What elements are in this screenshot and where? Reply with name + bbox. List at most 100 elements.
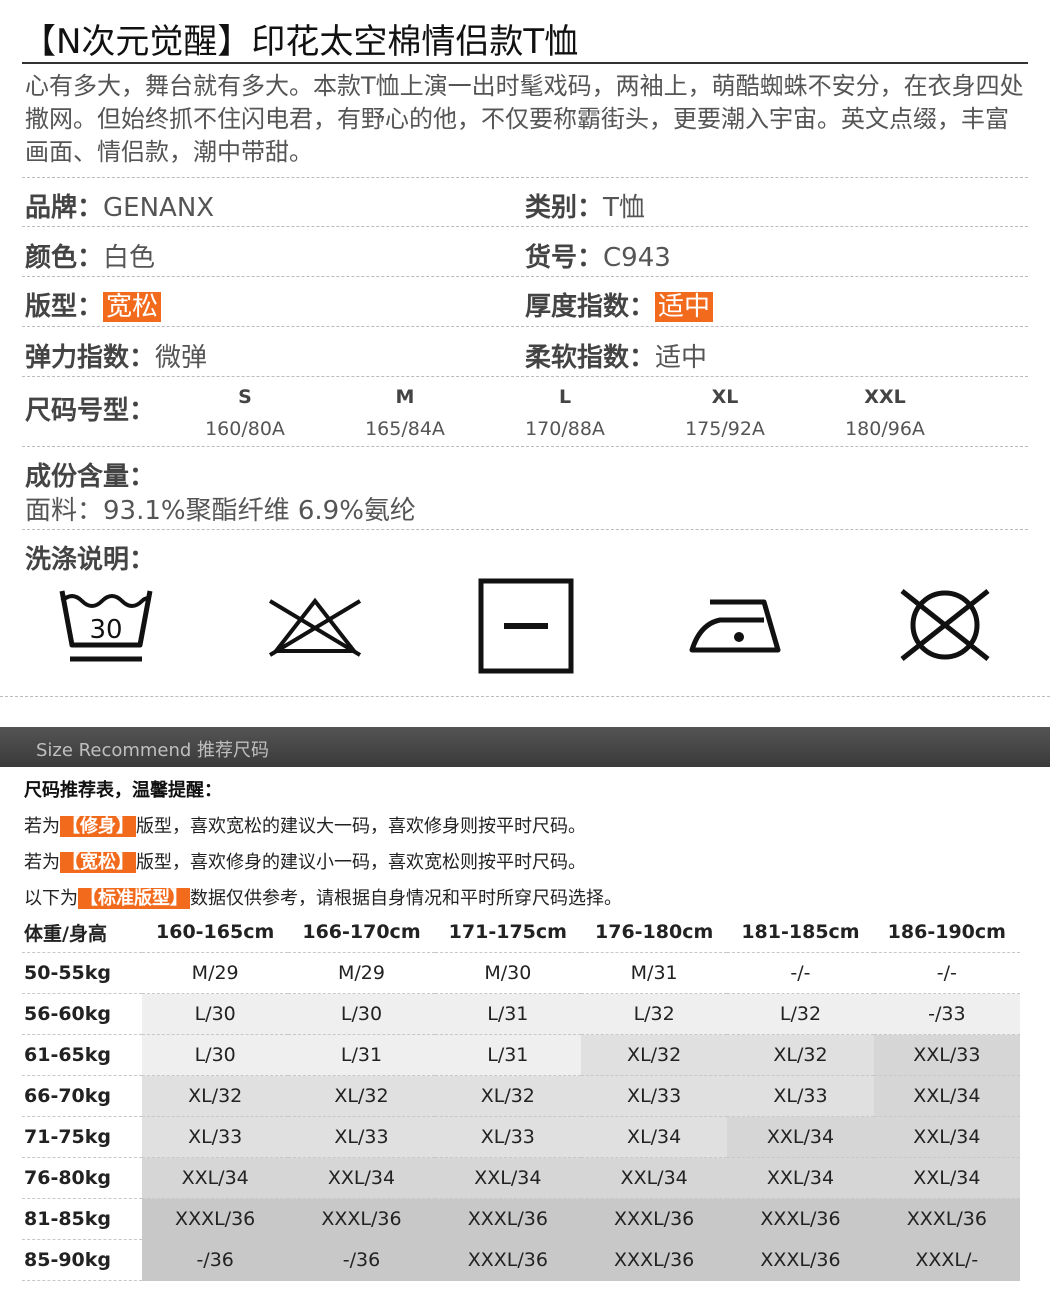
washing-label: 洗涤说明： — [25, 545, 156, 575]
size-cell: XXL/34 — [142, 1157, 289, 1199]
size-cell: XXXL/36 — [727, 1239, 874, 1281]
size-column-m: M 165/84A — [335, 386, 475, 440]
table-row: 66-70kg XL/32 XL/32 XL/32 XL/33 XL/33 XXL/34 — [22, 1075, 1020, 1117]
size-cell: XL/34 — [580, 1116, 728, 1158]
fit-value-highlight: 宽松 — [103, 292, 162, 322]
size-cell: XXL/34 — [288, 1157, 435, 1199]
size-cell: L/32 — [727, 993, 874, 1035]
size-cell: -/36 — [142, 1239, 289, 1281]
note-text: 版型，喜欢宽松的建议大一码，喜欢修身则按平时尺码。 — [136, 816, 586, 837]
weight-header: 85-90kg — [24, 1249, 112, 1271]
recommend-note-loose: 若为 【宽松】 版型，喜欢修身的建议小一码，喜欢宽松则按平时尺码。 — [24, 848, 586, 874]
size-cell: XXL/34 — [727, 1157, 874, 1199]
loose-fit-tag: 【宽松】 — [60, 852, 136, 873]
size-cell: L/30 — [142, 1034, 289, 1076]
color-attr: 颜色：白色 — [25, 237, 155, 274]
table-row: 61-65kg L/30 L/31 L/31 XL/32 XL/32 XXL/33 — [22, 1034, 1020, 1076]
category-attr: 类别：T恤 — [525, 187, 645, 224]
size-cell: XL/32 — [580, 1034, 728, 1076]
wash-30-icon: 30 — [59, 590, 153, 662]
weight-header: 50-55kg — [24, 962, 112, 984]
thickness-attr: 厚度指数： 适中 — [525, 286, 714, 323]
weight-header: 71-75kg — [24, 1126, 112, 1148]
height-header: 166-170cm — [302, 921, 421, 943]
size-name: M — [395, 386, 415, 408]
divider — [22, 529, 1028, 530]
table-row: 71-75kg XL/33 XL/33 XL/33 XL/34 XXL/34 XXL/34 — [22, 1116, 1020, 1158]
thickness-key: 厚度指数： — [525, 292, 656, 322]
note-text: 数据仅供参考，请根据自身情况和平时所穿尺码选择。 — [190, 888, 622, 909]
category-key: 类别： — [525, 193, 604, 223]
size-cell: M/29 — [288, 952, 435, 994]
table-row: 56-60kg L/30 L/30 L/31 L/32 L/32 -/33 — [22, 993, 1020, 1035]
note-text: 若为 — [24, 816, 60, 837]
height-header: 171-175cm — [448, 921, 567, 943]
category-value: T恤 — [603, 193, 645, 223]
size-cell: XL/33 — [727, 1075, 874, 1117]
size-dimension: 160/80A — [205, 418, 285, 440]
size-cell: -/- — [727, 952, 874, 994]
note-text: 以下为 — [24, 888, 78, 909]
size-cell: M/30 — [434, 952, 581, 994]
wash-temperature: 30 — [89, 615, 122, 645]
title-divider — [22, 62, 1028, 64]
divider — [22, 177, 1028, 178]
elasticity-value: 微弹 — [155, 343, 208, 373]
size-name: XL — [711, 386, 739, 408]
size-cell: L/31 — [288, 1034, 435, 1076]
color-key: 颜色： — [25, 243, 104, 273]
size-dimension: 175/92A — [685, 418, 765, 440]
size-name: XXL — [864, 386, 906, 408]
size-cell: XL/33 — [142, 1116, 289, 1158]
size-cell: XL/32 — [142, 1075, 289, 1117]
size-cell: XXL/34 — [873, 1075, 1020, 1117]
brand-attr: 品牌：GENANX — [25, 187, 214, 224]
table-row: 50-55kg M/29 M/29 M/30 M/31 -/- -/- — [22, 952, 1020, 994]
size-name: S — [238, 386, 252, 408]
table-row: 85-90kg -/36 -/36 XXXL/36 XXXL/36 XXXL/36 XXXL… — [22, 1239, 1020, 1281]
size-column-l: L 170/88A — [495, 386, 635, 440]
weight-header: 76-80kg — [24, 1167, 112, 1189]
size-cell: XXXL/36 — [580, 1239, 728, 1281]
size-cell: XXL/33 — [873, 1034, 1020, 1076]
size-cell: L/32 — [580, 993, 728, 1035]
size-cell: XXXL/36 — [434, 1239, 581, 1281]
no-dryclean-icon — [900, 589, 990, 661]
fit-attr: 版型： 宽松 — [25, 286, 162, 323]
size-cell: XL/32 — [288, 1075, 435, 1117]
size-cell: L/30 — [142, 993, 289, 1035]
divider — [22, 326, 1028, 327]
size-cell: M/31 — [580, 952, 728, 994]
size-cell: XXXL/36 — [142, 1198, 289, 1240]
size-cell: XXL/34 — [434, 1157, 581, 1199]
dry-flat-icon — [478, 578, 574, 674]
weight-header: 66-70kg — [24, 1085, 112, 1107]
size-cell: XL/32 — [727, 1034, 874, 1076]
recommend-note-title: 尺码推荐表，温馨提醒： — [24, 780, 222, 801]
note-text: 版型，喜欢修身的建议小一码，喜欢宽松则按平时尺码。 — [136, 852, 586, 873]
size-cell: -/- — [873, 952, 1020, 994]
size-cell: XL/32 — [434, 1075, 581, 1117]
standard-fit-tag: 【标准版型】 — [78, 888, 190, 909]
no-bleach-icon — [268, 597, 362, 657]
slim-fit-tag: 【修身】 — [60, 816, 136, 837]
size-cell: XXXL/36 — [873, 1198, 1020, 1240]
size-dimension: 180/96A — [845, 418, 925, 440]
brand-value: GENANX — [103, 193, 215, 223]
size-cell: -/36 — [288, 1239, 435, 1281]
softness-value: 适中 — [655, 343, 708, 373]
size-label: 尺码号型： — [25, 396, 156, 426]
size-dimension: 170/88A — [525, 418, 605, 440]
weight-header: 56-60kg — [24, 1003, 112, 1025]
size-cell: XXL/34 — [580, 1157, 728, 1199]
softness-attr: 柔软指数：适中 — [525, 337, 707, 374]
size-cell: L/31 — [434, 1034, 581, 1076]
table-row: 76-80kg XXL/34 XXL/34 XXL/34 XXL/34 XXL/34 XXL… — [22, 1157, 1020, 1199]
size-cell: XXL/34 — [727, 1116, 874, 1158]
item-number-attr: 货号：C943 — [525, 237, 671, 274]
divider — [22, 226, 1028, 227]
height-header: 181-185cm — [741, 921, 860, 943]
divider — [0, 696, 1050, 697]
size-cell: XXXL/36 — [580, 1198, 728, 1240]
size-cell: XXXL/36 — [727, 1198, 874, 1240]
